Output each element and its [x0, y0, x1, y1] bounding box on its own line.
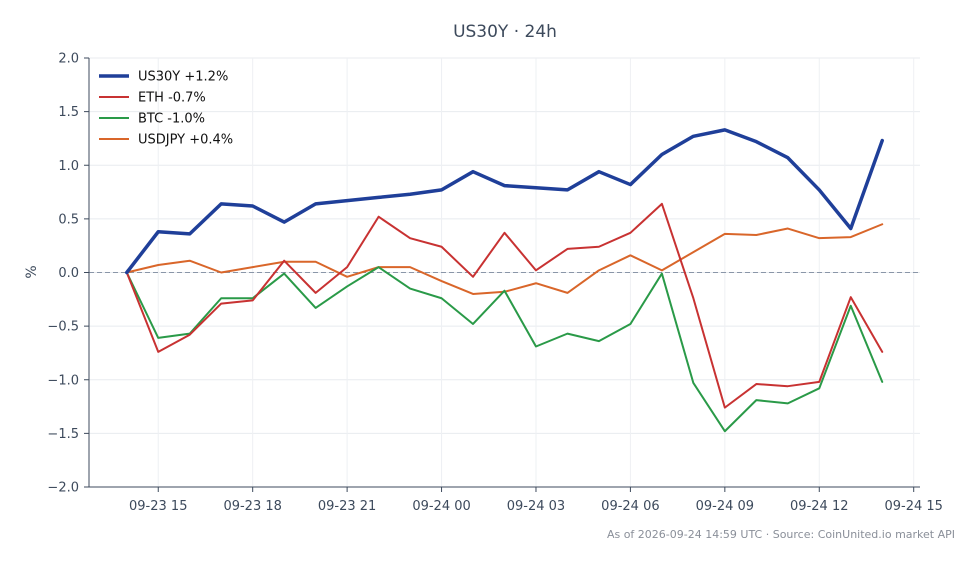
y-tick-label: 0.5 [58, 212, 79, 227]
x-tick-label: 09-24 03 [507, 499, 565, 514]
x-tick-label: 09-24 00 [412, 499, 470, 514]
footer-source: As of 2026-09-24 14:59 UTC · Source: Coi… [607, 528, 955, 541]
chart-title: US30Y · 24h [453, 22, 557, 42]
series-layer [125, 128, 884, 433]
y-tick-label: 2.0 [58, 52, 79, 67]
series-line-btc [125, 266, 884, 433]
legend-label-eth: ETH -0.7% [138, 91, 206, 106]
legend-label-usdjpy: USDJPY +0.4% [138, 133, 233, 148]
y-tick-label: −1.5 [47, 427, 79, 442]
series-line-usdjpy [125, 223, 884, 295]
x-tick-label: 09-23 15 [129, 499, 187, 514]
x-tick-labels: 09-23 15 09-23 18 09-23 21 09-24 00 09-24 03… [129, 487, 943, 514]
y-tick-label: −0.5 [47, 320, 79, 335]
x-tick-label: 09-23 18 [223, 499, 281, 514]
y-tick-label: −1.0 [47, 373, 79, 388]
series-line-us30y [125, 128, 884, 275]
legend-label-btc: BTC -1.0% [138, 112, 205, 127]
x-tick-label: 09-24 15 [884, 499, 942, 514]
y-tick-label: 0.0 [58, 266, 79, 281]
y-tick-label: −2.0 [47, 481, 79, 496]
legend-label-us30y: US30Y +1.2% [138, 70, 228, 85]
x-tick-label: 09-24 09 [696, 499, 754, 514]
legend: US30Y +1.2% ETH -0.7% BTC -1.0% USDJPY +0.4… [99, 70, 233, 148]
y-axis-label: % [24, 265, 40, 278]
x-tick-label: 09-23 21 [318, 499, 376, 514]
x-tick-label: 09-24 12 [790, 499, 848, 514]
y-tick-label: 1.0 [58, 159, 79, 174]
y-tick-label: 1.5 [58, 105, 79, 120]
series-line-eth [125, 202, 884, 409]
y-tick-labels: −2.0 −1.5 −1.0 −0.5 0.0 0.5 1.0 1.5 2.0 [47, 52, 89, 496]
x-tick-label: 09-24 06 [601, 499, 659, 514]
